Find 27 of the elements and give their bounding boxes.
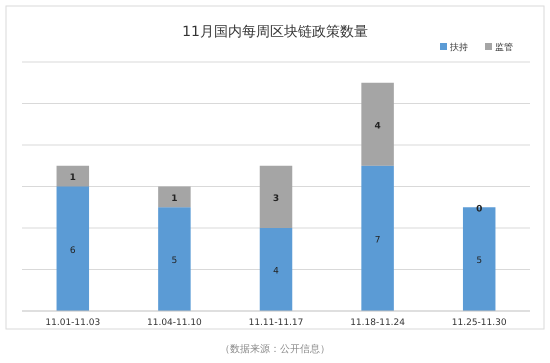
bar bbox=[56, 166, 90, 186]
legend-label: 监管 bbox=[495, 42, 513, 53]
data-label: 1 bbox=[70, 173, 76, 184]
data-label: 7 bbox=[374, 235, 380, 246]
data-label: 0 bbox=[476, 204, 482, 214]
data-label: 4 bbox=[374, 121, 381, 132]
x-tick-label: 11.25-11.30 bbox=[452, 318, 507, 328]
x-tick-label: 11.11-11.17 bbox=[248, 318, 304, 328]
x-tick-label: 11.04-11.10 bbox=[147, 318, 202, 328]
bar bbox=[361, 166, 394, 311]
data-label: 5 bbox=[172, 256, 178, 266]
data-label: 3 bbox=[272, 194, 280, 204]
bar bbox=[158, 207, 191, 311]
data-label: 1 bbox=[171, 194, 178, 204]
legend-label: 扶持 bbox=[449, 42, 468, 53]
x-tick-label: 11.18-11.24 bbox=[350, 318, 406, 328]
bar bbox=[260, 228, 292, 311]
bar bbox=[361, 82, 394, 166]
bar bbox=[56, 186, 90, 311]
text: （数据来源：公开信息） bbox=[220, 343, 330, 355]
data-label: 4 bbox=[273, 266, 280, 276]
data-label: 6 bbox=[70, 246, 76, 256]
bar bbox=[260, 166, 292, 228]
x-tick-label: 11.01-11.03 bbox=[45, 318, 100, 328]
data-label: 5 bbox=[476, 256, 482, 266]
chart-title: 11月国内每周区块链政策数量 bbox=[182, 24, 368, 40]
bar bbox=[158, 186, 191, 208]
